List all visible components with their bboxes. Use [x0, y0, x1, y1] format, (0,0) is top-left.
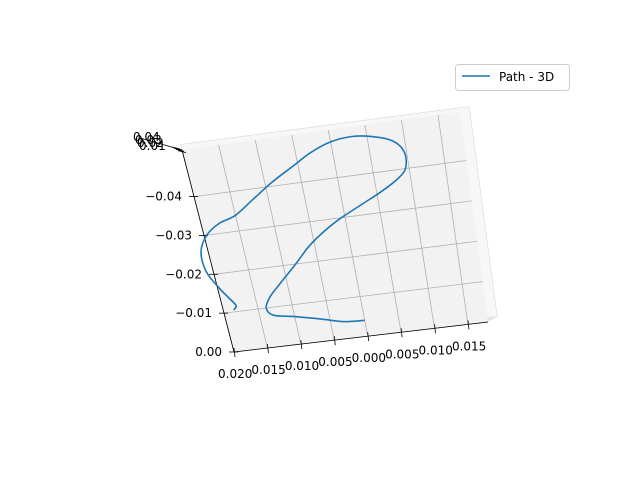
x-tick	[400, 328, 403, 338]
legend-label: Path - 3D	[499, 70, 554, 84]
y-tick-label: 0.00	[195, 345, 222, 359]
z-tick	[171, 146, 181, 150]
z-tick-label: 0.01	[139, 139, 166, 153]
z-tick	[173, 147, 183, 151]
x-tick-label: 0.005	[385, 347, 419, 361]
y-tick-label: −0.03	[155, 228, 192, 242]
axes-panes	[180, 106, 498, 353]
x-tick-label: 0.015	[452, 339, 486, 353]
grid-line-x	[327, 129, 369, 337]
x-tick	[300, 340, 303, 350]
x-tick	[467, 320, 470, 330]
x-tick	[333, 336, 336, 346]
x-axis-line	[233, 321, 489, 353]
data-series	[200, 135, 408, 323]
floor-pane	[182, 112, 488, 352]
x-tick-label: 0.020	[218, 367, 252, 381]
x-tick-label: 0.010	[285, 359, 319, 373]
z-tick	[175, 149, 185, 152]
tick-labels: 0.020 0.015 0.010 0.005 0.000 0.005 0.010 0.015…	[133, 130, 486, 381]
y-axis-line	[181, 149, 235, 353]
x-tick	[434, 324, 436, 334]
grid-line-y	[213, 240, 478, 275]
z-tick-label: 0.03	[135, 133, 162, 147]
x-tick	[367, 332, 370, 342]
grid-line-x	[364, 124, 402, 333]
z-tick-label: 0.02	[137, 136, 164, 150]
grid-line-y	[193, 160, 467, 198]
grid-line-x	[437, 114, 469, 325]
legend-box	[455, 64, 570, 91]
grid-line-x	[291, 134, 335, 341]
x-tick-label: 0.010	[419, 343, 453, 357]
z-tick-label: 0.04	[133, 130, 160, 144]
y-tick-label: −0.01	[175, 306, 212, 320]
x-tick-label: 0.000	[352, 351, 386, 365]
x-tick	[233, 347, 236, 358]
tick-marks	[171, 146, 470, 358]
grid-line-y	[223, 281, 483, 314]
x-tick	[267, 344, 269, 354]
grid-line-x	[218, 144, 268, 349]
legend: Path - 3D	[455, 64, 570, 91]
x-tick-label: 0.005	[318, 355, 352, 369]
grid-line-x	[401, 119, 435, 329]
y-tick-label: −0.02	[165, 267, 202, 281]
series-line	[200, 135, 408, 323]
grid-line-y	[203, 200, 472, 236]
x-tick-label: 0.015	[251, 363, 285, 377]
y-tick-label: −0.04	[145, 190, 182, 204]
grid-line-x	[254, 139, 302, 345]
z-tick	[177, 150, 187, 153]
